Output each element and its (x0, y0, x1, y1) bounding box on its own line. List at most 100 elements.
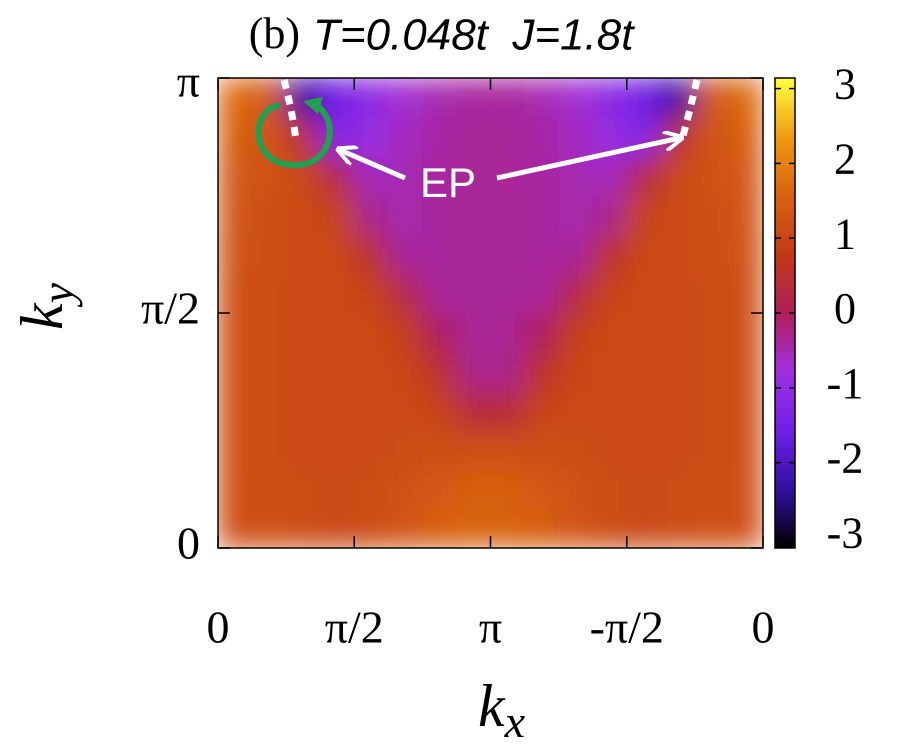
heatmap-cell (558, 469, 594, 510)
heatmap-cell (319, 155, 355, 197)
colorbar-tick-label: -3 (827, 509, 864, 558)
heatmap-cell (421, 155, 457, 197)
colorbar-tick-label: 1 (834, 209, 856, 258)
heatmap-cell (694, 78, 730, 118)
heatmap-cell (285, 430, 321, 471)
heatmap-cell (421, 78, 457, 118)
heatmap-cell (558, 273, 594, 314)
heatmap-cell (490, 351, 526, 392)
heatmap-cell (285, 351, 321, 392)
heatmap-cell (558, 430, 594, 471)
heatmap-cell (218, 78, 253, 118)
heatmap-cell (319, 390, 355, 432)
heatmap-cell (660, 390, 696, 432)
annotation: EP (420, 159, 476, 206)
heatmap-cell (387, 312, 423, 353)
x-tick-label: π/2 (325, 602, 384, 653)
y-tick-label: π (177, 56, 200, 107)
heatmap-cell (558, 234, 594, 275)
heatmap-cell (694, 273, 730, 314)
heatmap-cell (558, 116, 594, 157)
heatmap-cell (218, 508, 253, 548)
heatmap-cell (319, 508, 355, 548)
heatmap-cell (285, 273, 321, 314)
heatmap-cell (558, 312, 594, 353)
heatmap-cell (660, 508, 696, 548)
heatmap-cell (558, 78, 594, 118)
heatmap-cell (660, 195, 696, 236)
heatmap-cell (251, 234, 287, 275)
x-axis-label-sub: x (504, 696, 526, 747)
heatmap-cell (285, 312, 321, 353)
heatmap-cell (728, 78, 763, 118)
heatmap-cell (558, 195, 594, 236)
heatmap-cell (728, 508, 763, 548)
heatmap-clip (218, 78, 763, 548)
heatmap-cell (353, 234, 389, 275)
heatmap-cell (387, 508, 423, 548)
x-tick-label: -π/2 (590, 602, 664, 653)
heatmap-cell (455, 116, 491, 157)
chart-subtitle: T=0.048t J=1.8t (313, 11, 635, 60)
heatmap-cell (660, 430, 696, 471)
branch-cut (280, 79, 300, 141)
x-tick-label: 0 (752, 602, 775, 653)
heatmap (218, 78, 763, 548)
heatmap-cell (694, 469, 730, 510)
heatmap-cell (319, 430, 355, 471)
heatmap-cell (353, 78, 389, 118)
heatmap-cell (285, 508, 321, 548)
heatmap-cell (285, 390, 321, 432)
heatmap-cell (660, 351, 696, 392)
heatmap-cell (421, 390, 457, 432)
heatmap-cell (728, 430, 763, 471)
heatmap-cell (251, 469, 287, 510)
heatmap-cell (490, 78, 526, 118)
heatmap-cell (490, 195, 526, 236)
heatmap-cell (558, 508, 594, 548)
heatmap-cell (694, 116, 730, 157)
heatmap-cell (626, 195, 662, 236)
y-axis-label: ky (9, 282, 83, 330)
heatmap-cell (626, 430, 662, 471)
heatmap-cell (660, 469, 696, 510)
heatmap-cell (592, 155, 628, 197)
heatmap-cell (285, 234, 321, 275)
heatmap-cell (353, 312, 389, 353)
heatmap-cell (524, 195, 560, 236)
heatmap-cell (285, 469, 321, 510)
heatmap-cell (626, 273, 662, 314)
heatmap-cell (490, 390, 526, 432)
heatmap-cell (455, 312, 491, 353)
heatmap-cell (626, 469, 662, 510)
heatmap-cell (251, 273, 287, 314)
heatmap-cell (353, 351, 389, 392)
y-axis-label-sub: y (32, 282, 83, 307)
heatmap-cell (694, 312, 730, 353)
arrow (340, 150, 406, 181)
y-tick-label: π/2 (141, 283, 200, 334)
colorbar-tick-label: 3 (834, 60, 856, 109)
heatmap-cell (353, 195, 389, 236)
heatmap-cell (285, 116, 321, 157)
heatmap-cell (421, 351, 457, 392)
heatmap-cell (455, 273, 491, 314)
heatmap-cell (218, 195, 253, 236)
heatmap-cell (387, 390, 423, 432)
heatmap-cell (251, 351, 287, 392)
heatmap-cell (353, 469, 389, 510)
heatmap-cell (421, 116, 457, 157)
heatmap-cell (353, 390, 389, 432)
heatmap-cell (490, 469, 526, 510)
heatmap-cell (728, 195, 763, 236)
heatmap-cell (218, 312, 253, 353)
colorbar-tick-label: -2 (827, 434, 864, 483)
heatmap-cell (626, 78, 662, 118)
heatmap-cell (660, 234, 696, 275)
heatmap-cell (524, 508, 560, 548)
heatmap-cell (490, 234, 526, 275)
heatmap-cell (387, 469, 423, 510)
heatmap-cell (319, 234, 355, 275)
heatmap-cell (387, 195, 423, 236)
x-tick-label: 0 (207, 602, 230, 653)
